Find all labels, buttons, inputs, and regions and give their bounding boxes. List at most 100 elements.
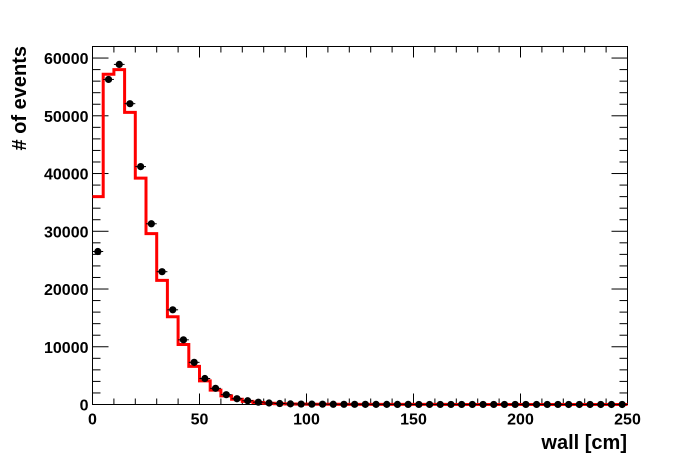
point-marker <box>543 400 551 409</box>
point-marker <box>436 400 444 409</box>
data-point <box>338 400 350 408</box>
data-point <box>231 395 243 403</box>
axis-ticks <box>92 46 628 405</box>
point-marker <box>554 400 562 409</box>
data-point <box>434 400 446 409</box>
point-marker <box>372 400 380 408</box>
point-marker <box>607 400 616 409</box>
data-point <box>178 336 189 344</box>
point-marker <box>404 400 412 409</box>
data-point <box>103 75 114 84</box>
y-tick-label: 60000 <box>44 51 89 68</box>
data-point <box>445 400 457 409</box>
point-marker <box>383 400 391 408</box>
data-point <box>295 400 307 408</box>
point-marker <box>597 400 605 409</box>
y-tick-label: 40000 <box>44 167 89 184</box>
point-marker <box>297 400 305 408</box>
y-tick-label: 10000 <box>44 340 89 357</box>
point-marker <box>500 400 509 409</box>
data-point <box>563 400 574 409</box>
data-point <box>520 400 532 409</box>
point-marker <box>115 60 123 68</box>
point-marker <box>147 220 155 228</box>
point-marker <box>479 400 487 409</box>
data-point <box>574 400 585 409</box>
point-marker <box>393 400 402 408</box>
point-marker <box>340 400 348 408</box>
point-marker <box>586 400 594 409</box>
x-tick-label: 250 <box>614 412 641 429</box>
point-marker <box>511 400 519 409</box>
x-tick-label: 50 <box>191 412 209 429</box>
point-marker <box>351 400 359 408</box>
data-point <box>188 358 200 366</box>
data-point <box>274 399 286 408</box>
data-point <box>595 400 607 409</box>
point-marker <box>532 400 541 409</box>
data-point <box>92 247 104 256</box>
data-point <box>381 400 393 408</box>
point-marker <box>415 400 423 409</box>
x-tick-labels: 0 50 100 150 200 250 <box>88 412 641 429</box>
data-point <box>584 400 596 409</box>
point-marker <box>276 399 284 408</box>
data-point <box>467 400 478 409</box>
data-point <box>477 400 489 409</box>
data-points <box>92 60 628 409</box>
data-point <box>606 400 617 409</box>
x-axis-title: wall [cm] <box>540 432 627 454</box>
point-marker <box>233 395 241 403</box>
point-marker <box>190 358 198 366</box>
data-point <box>124 100 136 108</box>
red-histogram-line <box>92 68 628 406</box>
data-point <box>456 400 467 409</box>
point-marker <box>94 247 102 256</box>
data-point <box>541 400 553 409</box>
point-marker <box>158 268 166 276</box>
y-tick-label: 50000 <box>44 109 89 126</box>
point-marker <box>254 398 262 406</box>
point-marker <box>468 400 476 409</box>
point-marker <box>126 100 134 108</box>
point-marker <box>286 400 295 408</box>
point-marker <box>618 400 626 409</box>
data-point <box>113 60 125 68</box>
data-point <box>531 400 542 409</box>
data-point <box>317 400 328 408</box>
point-marker <box>361 400 369 408</box>
point-marker <box>318 400 327 408</box>
point-marker <box>137 163 145 171</box>
point-marker <box>211 384 220 392</box>
x-tick-label: 150 <box>400 412 427 429</box>
y-tick-label: 0 <box>80 398 89 415</box>
data-point <box>509 400 521 409</box>
data-point <box>402 400 414 409</box>
data-point <box>392 400 403 408</box>
plot-frame <box>92 46 628 405</box>
point-marker <box>425 400 434 409</box>
data-point <box>360 400 371 408</box>
point-marker <box>169 306 177 314</box>
data-point <box>199 374 211 383</box>
data-point <box>349 400 360 408</box>
x-tick-label: 0 <box>88 412 97 429</box>
data-point <box>242 397 253 405</box>
point-marker <box>222 391 230 399</box>
x-tick-label: 100 <box>293 412 320 429</box>
point-marker <box>201 374 209 383</box>
data-point <box>253 398 264 406</box>
point-marker <box>244 397 252 405</box>
point-marker <box>179 336 188 344</box>
data-point <box>146 220 157 228</box>
y-axis-title: # of events <box>9 46 31 150</box>
point-marker <box>104 75 113 84</box>
data-point <box>285 400 296 408</box>
point-marker <box>447 400 455 409</box>
y-tick-labels: 0 10000 20000 30000 40000 50000 60000 <box>44 51 89 414</box>
data-point <box>167 306 179 314</box>
y-tick-label: 30000 <box>44 224 89 241</box>
point-marker <box>565 400 573 409</box>
point-marker <box>458 400 466 409</box>
